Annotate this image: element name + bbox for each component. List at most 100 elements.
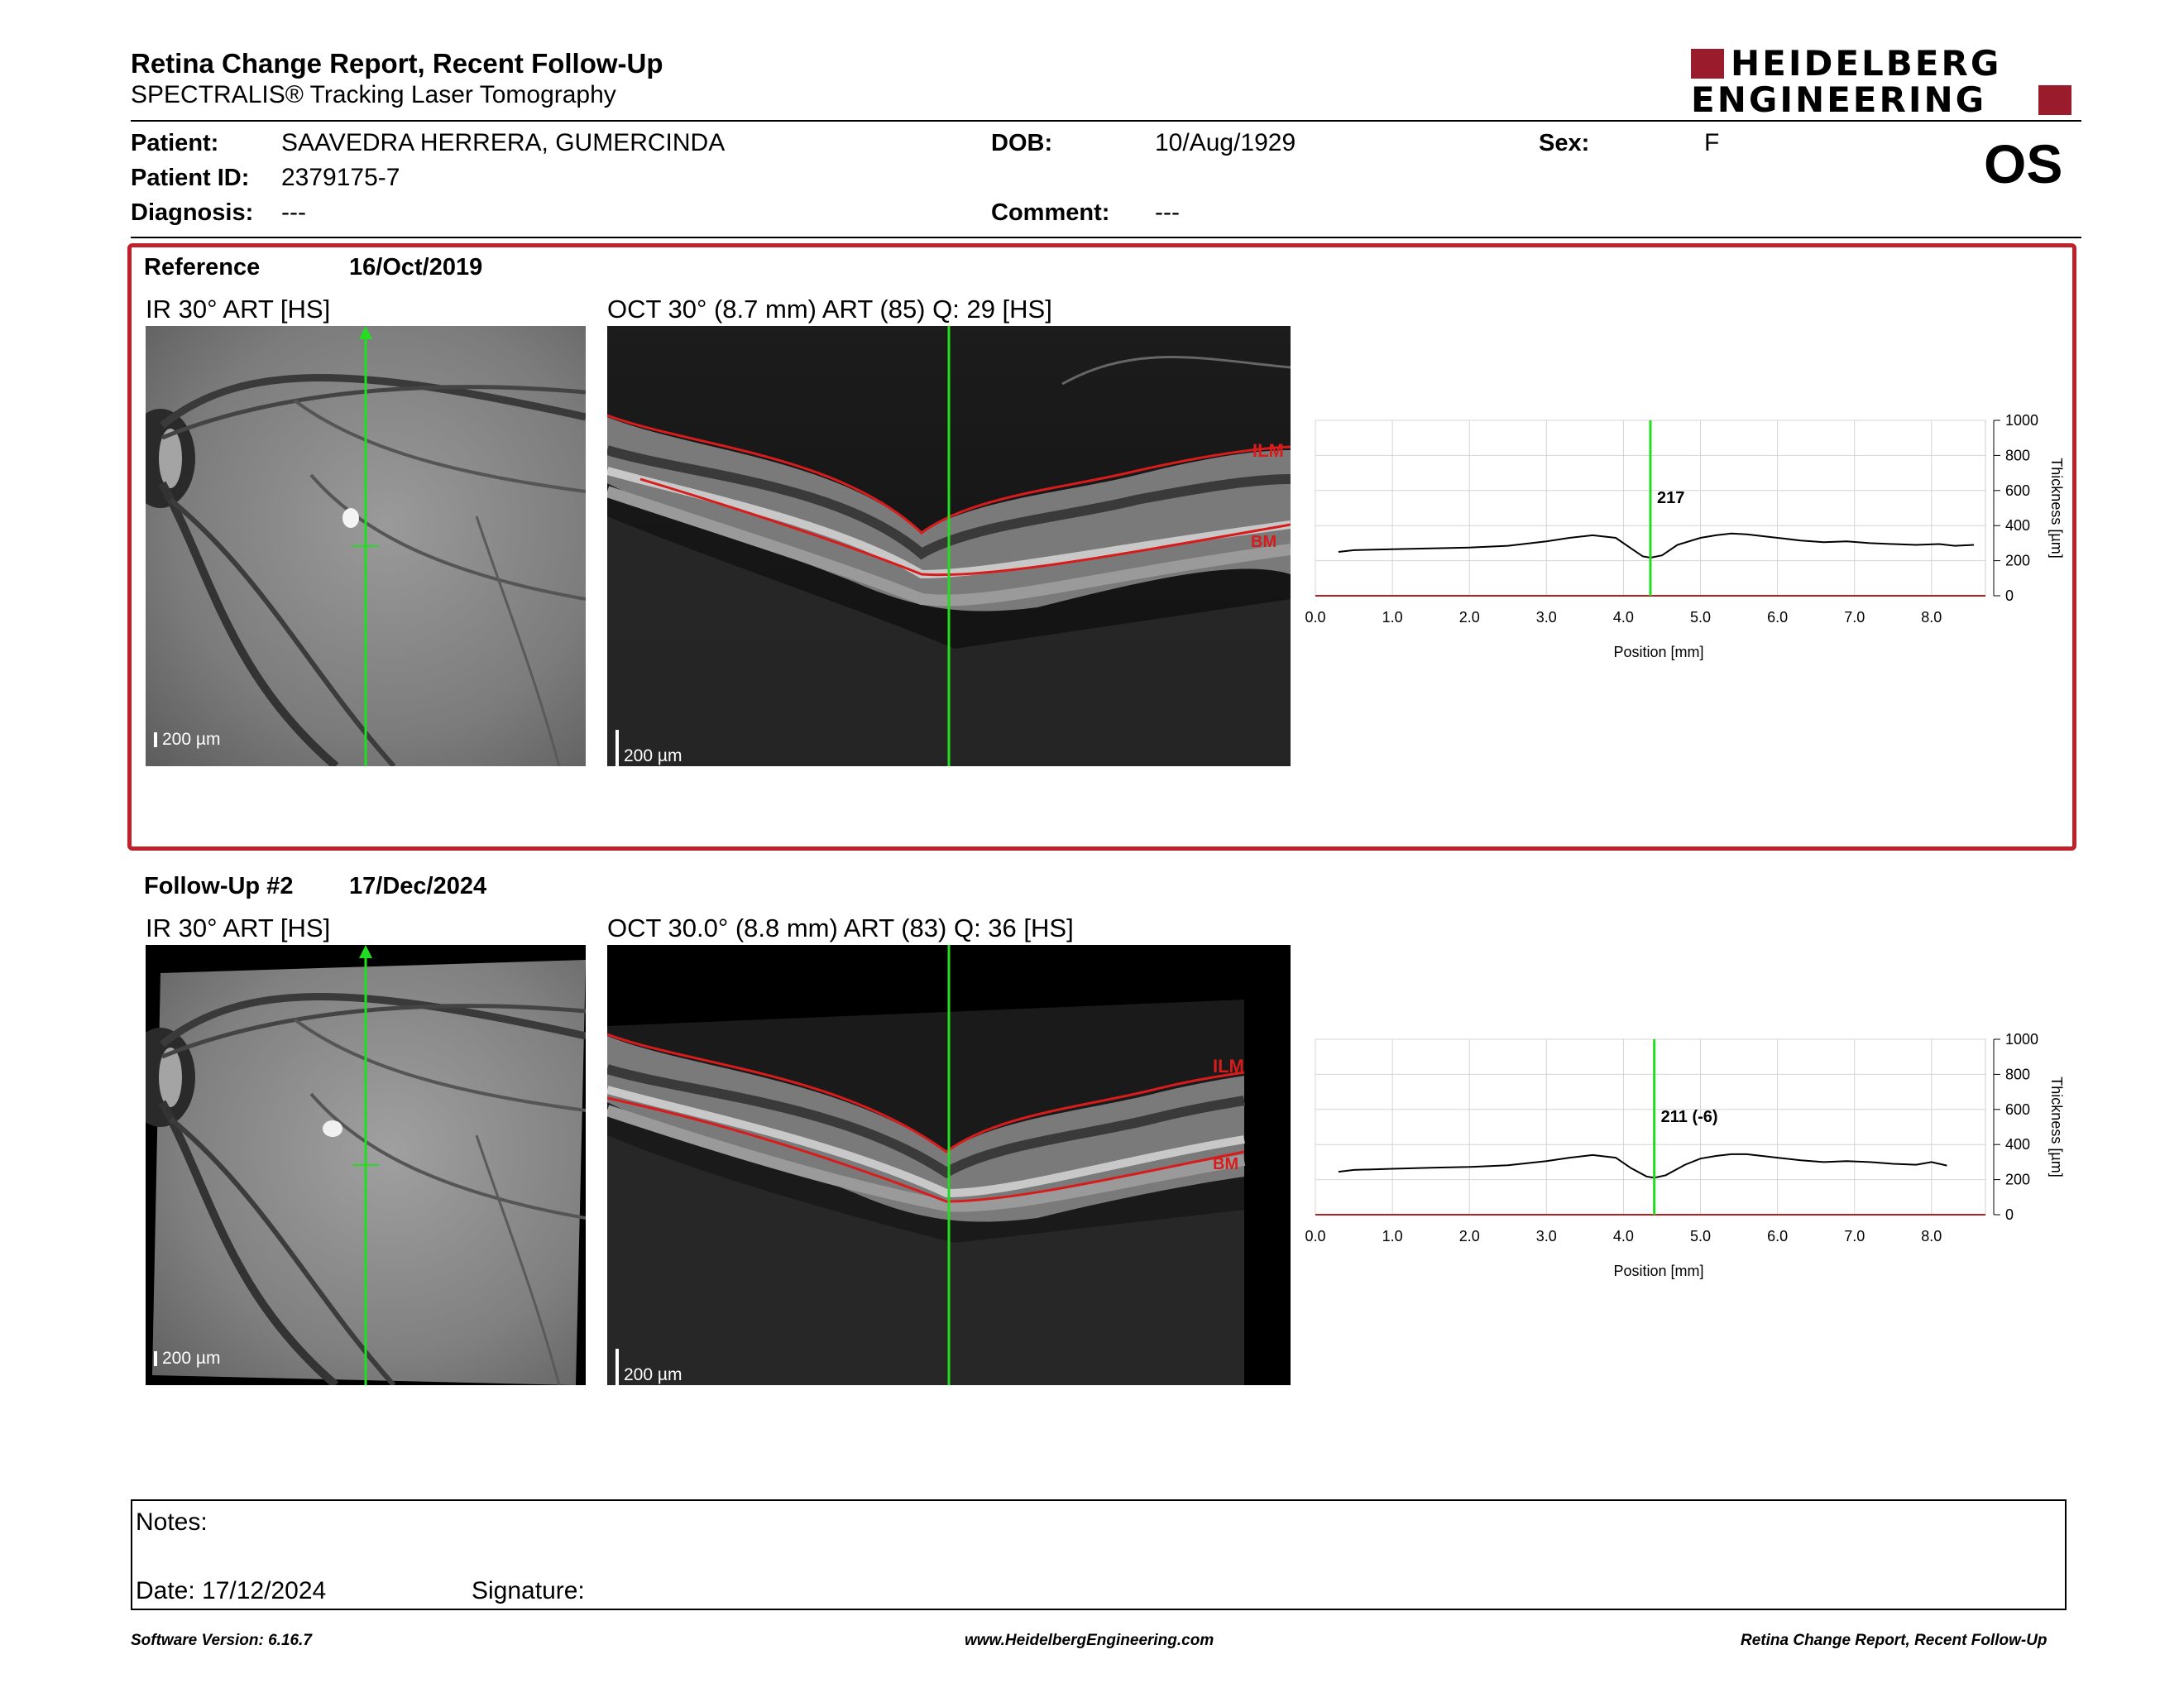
logo-square-icon xyxy=(2038,85,2071,115)
followup-oct-svg xyxy=(607,945,1291,1385)
y-tick-label: 200 xyxy=(2005,1172,2030,1188)
sex-label: Sex: xyxy=(1539,130,1590,156)
followup-ir-title: IR 30° ART [HS] xyxy=(146,914,331,942)
report-title: Retina Change Report, Recent Follow-Up xyxy=(131,48,663,79)
x-axis-label: Position [mm] xyxy=(1613,1263,1703,1279)
diagnosis-value: --- xyxy=(281,199,306,226)
reference-ir-scale-bar: 200 µm xyxy=(154,730,220,750)
x-tick-label: 3.0 xyxy=(1536,1228,1557,1244)
followup-ir-scan-line xyxy=(352,945,379,1385)
reference-oct-title: OCT 30° (8.7 mm) ART (85) Q: 29 [HS] xyxy=(607,295,1052,324)
reference-section-frame xyxy=(127,243,2076,851)
divider xyxy=(131,120,2081,122)
x-tick-label: 4.0 xyxy=(1613,609,1634,626)
reference-thickness-chart: 0.0 1.0 2.0 3.0 4.0 5.0 6.0 7.0 8.0 0 200 400 600 800… xyxy=(1305,412,2065,660)
notes-date: Date: 17/12/2024 xyxy=(136,1577,327,1604)
dob-label: DOB: xyxy=(991,130,1053,156)
y-tick-label: 0 xyxy=(2005,587,2014,604)
reference-ir-scan-line xyxy=(352,326,379,766)
reference-oct-svg xyxy=(607,326,1291,766)
followup-oct-scale-text: 200 µm xyxy=(624,1365,682,1384)
heidelberg-logo-line2: ENGINEERING xyxy=(1691,83,2080,117)
logo-line1: HEIDELBERG xyxy=(1731,43,2002,84)
signature-label: Signature: xyxy=(472,1577,585,1604)
x-tick-label: 3.0 xyxy=(1536,609,1557,626)
diagnosis-label: Diagnosis: xyxy=(131,199,254,226)
notes-label: Notes: xyxy=(136,1508,208,1536)
x-tick-label: 0.0 xyxy=(1305,609,1325,626)
x-tick-label: 7.0 xyxy=(1844,609,1865,626)
x-tick-label: 8.0 xyxy=(1921,1228,1942,1244)
sex-value: F xyxy=(1704,129,1720,156)
x-tick-label: 1.0 xyxy=(1382,609,1403,626)
reference-label: Reference xyxy=(144,254,261,281)
y-tick-label: 800 xyxy=(2005,1066,2030,1082)
y-tick-label: 400 xyxy=(2005,517,2030,534)
logo-square-icon xyxy=(1691,49,1724,79)
reference-ir-title: IR 30° ART [HS] xyxy=(146,295,331,324)
thickness-series-line xyxy=(1338,1153,1947,1179)
y-tick-label: 200 xyxy=(2005,553,2030,569)
comment-label: Comment: xyxy=(991,199,1110,226)
x-tick-label: 2.0 xyxy=(1459,1228,1480,1244)
followup-oct-title: OCT 30.0° (8.8 mm) ART (83) Q: 36 [HS] xyxy=(607,914,1074,942)
divider xyxy=(131,237,2081,238)
followup-thickness-chart: 0.0 1.0 2.0 3.0 4.0 5.0 6.0 7.0 8.0 0 200 400 600 800… xyxy=(1305,1031,2065,1279)
cursor-value-label: 217 xyxy=(1657,489,1684,507)
logo-line2: ENGINEERING xyxy=(1691,79,1987,120)
reference-ir-scale-text: 200 µm xyxy=(162,730,221,749)
x-tick-label: 5.0 xyxy=(1690,609,1711,626)
patient-name: SAAVEDRA HERRERA, GUMERCINDA xyxy=(281,129,726,156)
reference-oct-scale-bar: 200 µm xyxy=(615,730,682,766)
x-tick-label: 7.0 xyxy=(1844,1228,1865,1244)
y-axis-label: Thickness [µm] xyxy=(2048,458,2065,558)
y-axis-label: Thickness [µm] xyxy=(2048,1077,2065,1177)
followup-ir-image: 200 µm xyxy=(146,945,586,1385)
notes-box[interactable] xyxy=(131,1499,2067,1610)
x-tick-label: 1.0 xyxy=(1382,1228,1403,1244)
thickness-series-line xyxy=(1338,532,1975,559)
reference-oct-image: ILM BM 200 µm xyxy=(607,326,1291,766)
report-subtitle: SPECTRALIS® Tracking Laser Tomography xyxy=(131,81,616,108)
x-tick-label: 5.0 xyxy=(1690,1228,1711,1244)
x-tick-label: 6.0 xyxy=(1767,1228,1788,1244)
followup-label: Follow-Up #2 xyxy=(144,873,294,899)
patient-id: 2379175-7 xyxy=(281,164,400,191)
y-tick-label: 600 xyxy=(2005,1101,2030,1118)
reference-ilm-label: ILM xyxy=(1252,440,1284,461)
followup-oct-scale-bar: 200 µm xyxy=(615,1349,682,1385)
y-tick-label: 400 xyxy=(2005,1136,2030,1153)
reference-oct-scale-text: 200 µm xyxy=(624,746,682,765)
eye-indicator: OS xyxy=(1984,133,2063,194)
cursor-value-label: 211 (-6) xyxy=(1661,1108,1718,1126)
x-tick-label: 0.0 xyxy=(1305,1228,1325,1244)
followup-ir-scale-bar: 200 µm xyxy=(154,1349,220,1369)
followup-bm-label: BM xyxy=(1213,1155,1239,1173)
patient-id-label: Patient ID: xyxy=(131,165,250,191)
y-tick-label: 600 xyxy=(2005,482,2030,499)
y-tick-label: 1000 xyxy=(2005,1031,2038,1048)
chart-plot-area xyxy=(1315,1038,1986,1216)
followup-ir-scale-text: 200 µm xyxy=(162,1349,221,1368)
x-tick-label: 2.0 xyxy=(1459,609,1480,626)
y-tick-label: 1000 xyxy=(2005,412,2038,429)
reference-ir-image: 200 µm xyxy=(146,326,586,766)
reference-date: 16/Oct/2019 xyxy=(349,254,483,281)
footer-report-name: Retina Change Report, Recent Follow-Up xyxy=(1741,1632,2048,1649)
heidelberg-logo: HEIDELBERG xyxy=(1691,46,2080,81)
comment-value: --- xyxy=(1155,199,1180,226)
x-axis-label: Position [mm] xyxy=(1613,644,1703,660)
x-tick-label: 6.0 xyxy=(1767,609,1788,626)
followup-oct-image: ILM BM 200 µm xyxy=(607,945,1291,1385)
dob-value: 10/Aug/1929 xyxy=(1155,129,1296,156)
y-tick-label: 800 xyxy=(2005,447,2030,463)
followup-date: 17/Dec/2024 xyxy=(349,873,487,899)
footer-software-version: Software Version: 6.16.7 xyxy=(131,1632,312,1649)
footer-website[interactable]: www.HeidelbergEngineering.com xyxy=(965,1632,1214,1649)
x-tick-label: 4.0 xyxy=(1613,1228,1634,1244)
x-tick-label: 8.0 xyxy=(1921,609,1942,626)
y-tick-label: 0 xyxy=(2005,1206,2014,1223)
reference-bm-label: BM xyxy=(1251,533,1277,551)
patient-label: Patient: xyxy=(131,130,219,156)
followup-ilm-label: ILM xyxy=(1213,1056,1244,1077)
